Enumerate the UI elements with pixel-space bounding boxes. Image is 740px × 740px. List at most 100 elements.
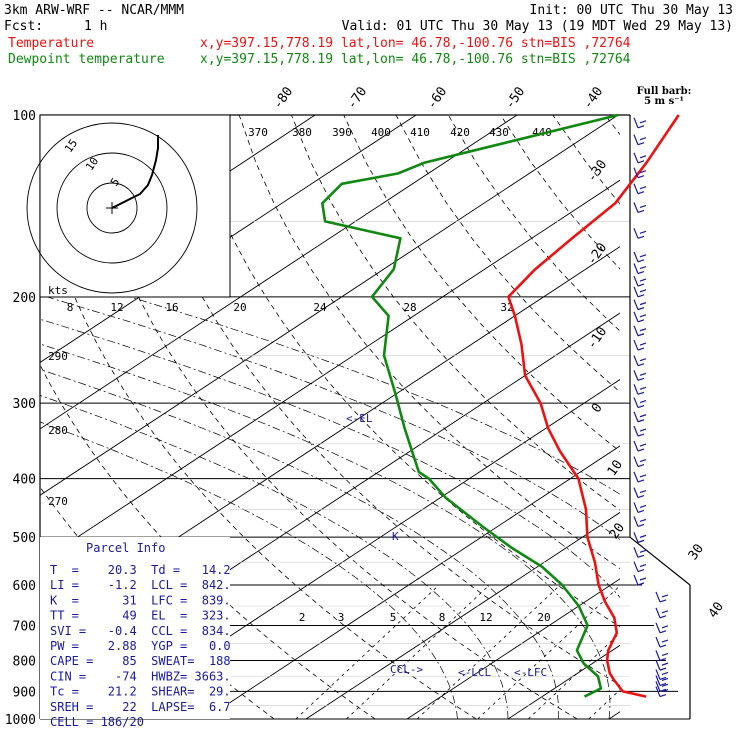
- wind-barb: [633, 440, 647, 452]
- pressure-tick-label: 800: [13, 654, 36, 669]
- wind-barb: [633, 152, 647, 164]
- isotherm-label: 10: [605, 458, 626, 479]
- moist-adiabat: [40, 369, 560, 719]
- dry-adiabat: [657, 115, 740, 719]
- wind-barb: [633, 370, 647, 381]
- wind-barb: [655, 607, 669, 619]
- wind-barb: [633, 397, 647, 409]
- right-axis-lower: [629, 536, 691, 586]
- theta-label: 420: [450, 126, 470, 139]
- hodograph-ring-label: 10: [83, 155, 101, 173]
- isotherm-label: -30: [585, 157, 611, 185]
- mixing-ratio-line: [477, 585, 620, 719]
- wind-barb: [633, 311, 647, 323]
- parcel-info-row: T = 20.3 Td = 14.2: [50, 563, 231, 577]
- level-marker-lcl: <-LCL: [458, 666, 491, 679]
- wind-barb: [633, 487, 647, 499]
- full-barb-label: Full barb:: [637, 86, 692, 97]
- isotherm-line: [40, 115, 417, 363]
- moist-adiabat: [40, 343, 611, 719]
- mixing-ratio-line: [295, 584, 440, 719]
- isotherm-label: 30: [686, 542, 707, 563]
- wind-barb: [655, 591, 669, 603]
- temperature-line: [507, 114, 680, 698]
- wind-barb: [655, 659, 669, 671]
- isotherm-label: -20: [585, 240, 611, 268]
- hodograph-storm-motion: [106, 202, 118, 214]
- dry-adiabat: [395, 115, 620, 393]
- full-barb-units: 5 m s⁻¹: [644, 96, 684, 107]
- wind-barb: [633, 325, 647, 337]
- sounding-series: [321, 113, 680, 698]
- wind-barb: [655, 675, 669, 687]
- mixing-ratio-line: [527, 632, 620, 719]
- wind-barb: [633, 263, 647, 275]
- isotherm-label: -80: [271, 84, 297, 112]
- dewpoint-location: x,y=397.15,778.19 lat,lon= 46.78,-100.76…: [200, 52, 631, 67]
- isotherm-line: [40, 179, 620, 563]
- wind-barb: [633, 275, 647, 287]
- pressure-tick-label: 900: [13, 685, 36, 700]
- dry-adiabat: [238, 115, 620, 570]
- parcel-info-panel: Parcel Info T = 20.3 Td = 14.2LI = -1.2 …: [40, 537, 231, 729]
- parcel-info-row: SREH = 22 LAPSE= 6.7: [50, 700, 231, 714]
- parcel-info-row: CELL = 186/20: [50, 715, 144, 729]
- dry-adiabat: [710, 115, 740, 719]
- isotherm-label: -10: [585, 324, 611, 352]
- wind-barb: [633, 574, 647, 586]
- hodograph-ring-label: 15: [62, 137, 80, 155]
- hodograph-ring: [56, 152, 168, 264]
- temperature-location: x,y=397.15,778.19 lat,lon= 46.78,-100.76…: [200, 36, 631, 51]
- isotherm-line: [507, 644, 620, 719]
- wind-barb: [655, 681, 669, 692]
- wind-barb: [633, 384, 647, 395]
- wind-barb: [655, 636, 669, 648]
- theta-label: 370: [248, 126, 268, 139]
- parcel-info-row: Tc = 21.2 SHEAR= 29.: [50, 685, 231, 699]
- init-time: Init: 00 UTC Thu 30 May 13: [530, 3, 734, 18]
- parcel-info-row: LI = -1.2 LCL = 842.: [50, 578, 231, 592]
- pressure-tick-label: 500: [13, 531, 36, 546]
- wind-barb: [655, 686, 669, 698]
- isotherm-line: [40, 115, 619, 496]
- wind-barb: [633, 532, 647, 543]
- pressure-tick-label: 400: [13, 473, 36, 488]
- wind-barb: [633, 411, 647, 423]
- hodograph-axis-label: 8: [67, 301, 74, 314]
- mixing-ratio-label: 2: [299, 611, 306, 624]
- pressure-tick-label: 300: [13, 397, 36, 412]
- hodograph-ring: [86, 182, 138, 234]
- mixing-ratio-label: 3: [338, 611, 345, 624]
- wind-barb: [633, 134, 647, 146]
- dewpoint-line: [321, 113, 619, 698]
- wind-barb: [633, 299, 647, 311]
- wind-barb: [655, 622, 669, 634]
- parcel-info-row: CAPE = 85 SWEAT= 188: [50, 654, 231, 668]
- isotherm-label: 40: [706, 600, 727, 621]
- theta-label: 390: [332, 126, 352, 139]
- pressure-tick-label: 100: [13, 109, 36, 124]
- dewpoint-legend: Dewpoint temperature: [8, 52, 165, 67]
- parcel-level-markers: <-EL CCL-> <-LCL <-LFC K: [346, 412, 547, 679]
- model-title: 3km ARW-WRF -- NCAR/MMM: [4, 3, 184, 18]
- isotherm-line: [608, 711, 620, 719]
- dry-adiabat: [186, 115, 620, 628]
- wind-barb: [633, 471, 647, 483]
- wind-barb: [633, 355, 647, 367]
- parcel-info-row: SVI = -0.4 CCL = 834.: [50, 624, 231, 638]
- wind-barb: [633, 425, 647, 437]
- parcel-info-row: K = 31 LFC = 839.: [50, 593, 231, 607]
- theta-label: 430: [489, 126, 509, 139]
- hodograph-axis-label: 16: [165, 301, 178, 314]
- mixing-ratio-label: 8: [439, 611, 446, 624]
- level-marker-el: <-EL: [346, 412, 373, 425]
- parcel-info-row: PW = 2.88 YGP = 0.0: [50, 639, 231, 653]
- parcel-info-title: Parcel Info: [86, 541, 165, 555]
- pressure-tick-label: 600: [13, 579, 36, 594]
- wind-barb: [633, 502, 647, 514]
- parcel-info-row: TT = 49 EL = 323.: [50, 609, 231, 623]
- theta-label: 400: [371, 126, 391, 139]
- isotherm-label: 20: [607, 521, 628, 542]
- moist-adiabat: [46, 296, 620, 541]
